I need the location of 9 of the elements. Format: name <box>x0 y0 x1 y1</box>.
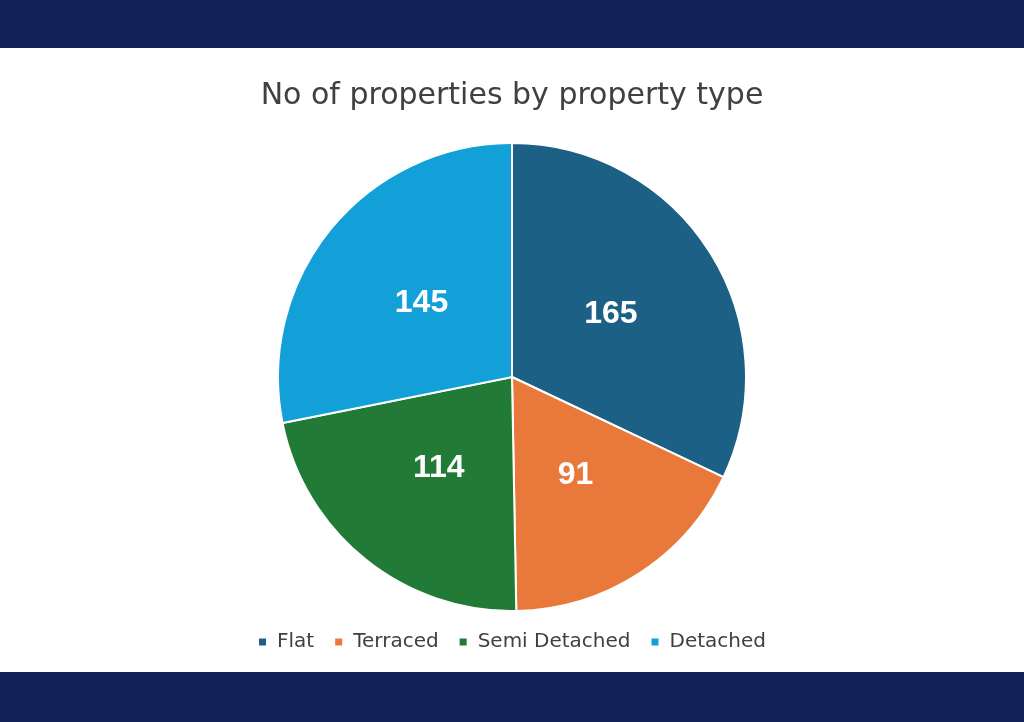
legend-label: Semi Detached <box>477 628 631 653</box>
legend-label: Detached <box>669 628 766 653</box>
data-label: 165 <box>584 294 638 331</box>
data-label: 114 <box>412 448 465 485</box>
data-label: 91 <box>557 455 594 492</box>
legend-label: Flat <box>277 628 315 653</box>
legend-label: Terraced <box>352 628 439 653</box>
data-label: 145 <box>394 282 449 319</box>
chart-title: No of properties by property type <box>260 75 764 111</box>
